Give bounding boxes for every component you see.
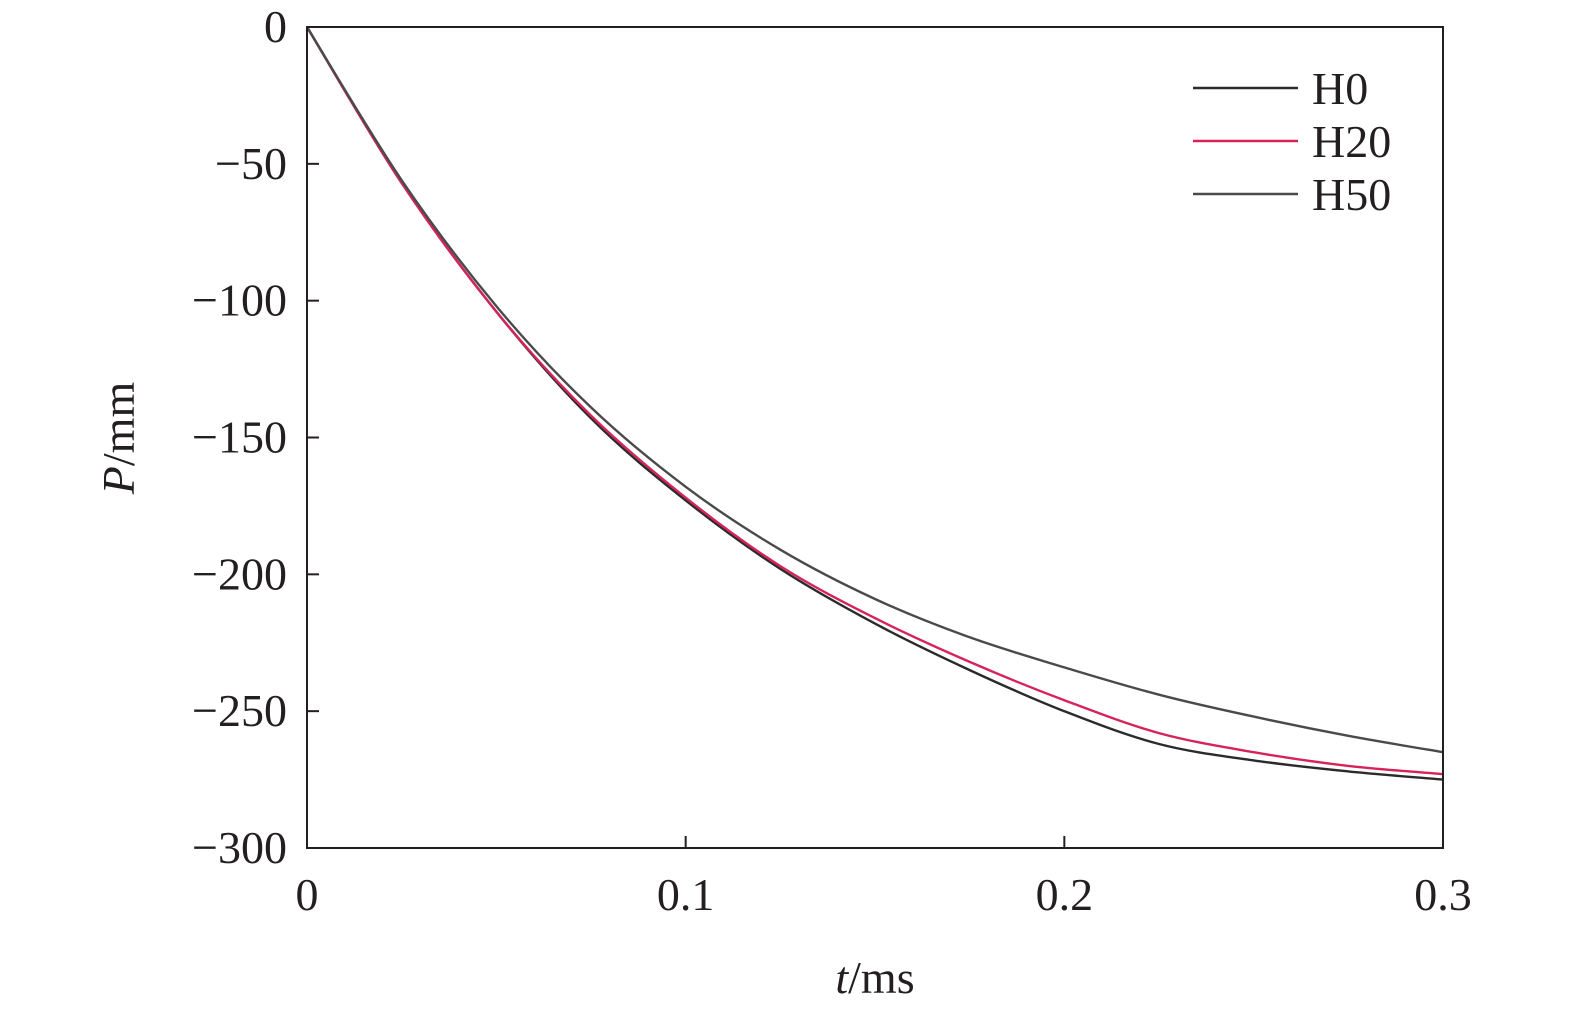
y-tick-label: −250	[192, 685, 287, 736]
x-axis-variable: t	[835, 952, 849, 1003]
x-tick-label: 0.3	[1414, 869, 1472, 920]
y-tick-label: −200	[192, 548, 287, 599]
series-line-h20	[305, 26, 1444, 776]
y-tick-label: −100	[192, 275, 287, 326]
x-tick-labels: 0 0.1 0.2 0.3	[296, 869, 1472, 920]
y-axis-label: P/mm	[93, 382, 144, 496]
legend-label-h0: H0	[1312, 63, 1368, 114]
plot-frame	[306, 26, 1444, 849]
series-lines	[305, 26, 1444, 781]
legend-label-h50: H50	[1312, 169, 1391, 220]
y-tick-label: 0	[264, 1, 287, 52]
legend-label-h20: H20	[1312, 116, 1391, 167]
x-axis-label: t/ms	[835, 952, 914, 1003]
series-line-h50	[305, 26, 1444, 754]
y-tick-labels: 0 −50 −100 −150 −200 −250 −300	[192, 1, 287, 873]
x-tick-label: 0.1	[657, 869, 715, 920]
y-axis-unit: /mm	[93, 382, 144, 467]
y-tick-label: −50	[215, 138, 287, 189]
y-axis-variable: P	[93, 466, 144, 495]
x-tick-label: 0	[296, 869, 319, 920]
y-tick-label: −300	[192, 822, 287, 873]
x-axis-unit: /ms	[848, 952, 914, 1003]
x-tick-label: 0.2	[1036, 869, 1094, 920]
y-tick-label: −150	[192, 412, 287, 463]
